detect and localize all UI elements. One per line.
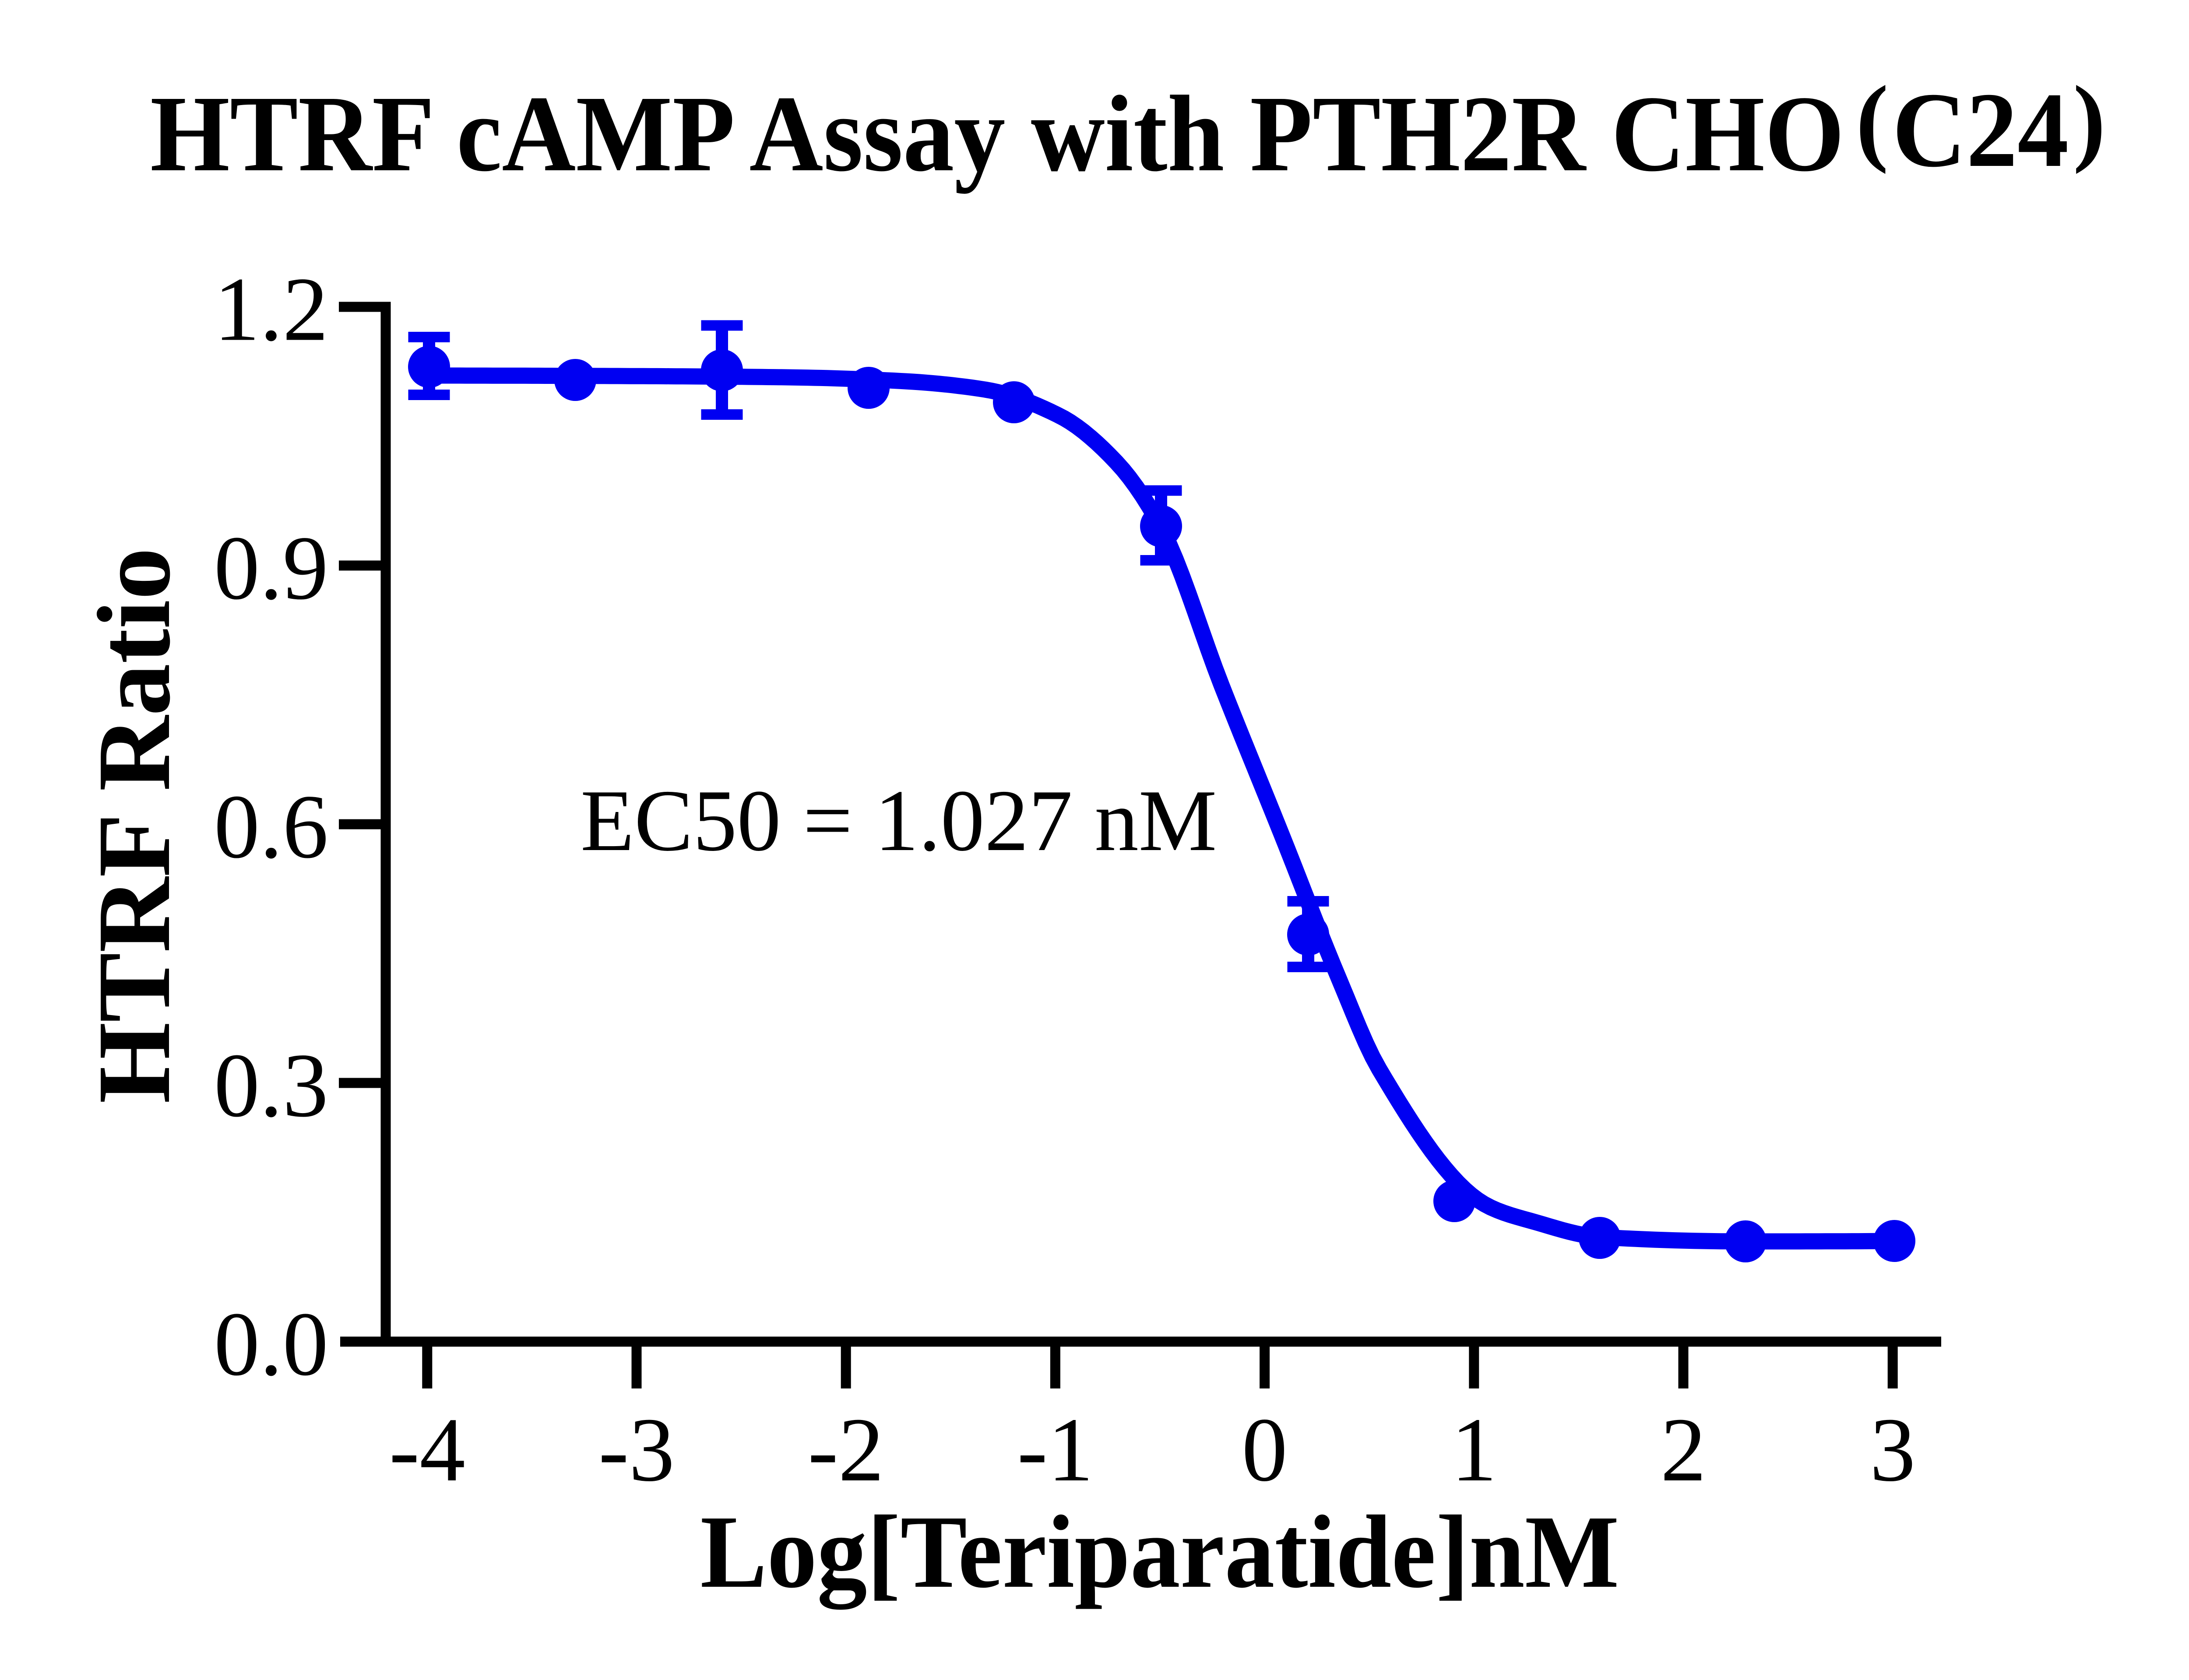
svg-text:-4: -4: [389, 1399, 465, 1501]
svg-text:2: 2: [1661, 1399, 1707, 1501]
svg-text:0.3: 0.3: [214, 1035, 328, 1136]
svg-text:0: 0: [1242, 1399, 1288, 1501]
svg-text:0.6: 0.6: [214, 777, 328, 878]
svg-text:HTRF cAMP Assay with PTH2R CHO: HTRF cAMP Assay with PTH2R CHO: [150, 73, 1844, 194]
svg-text:EC50 = 1.027 nM: EC50 = 1.027 nM: [581, 772, 1217, 869]
svg-text:0.0: 0.0: [214, 1294, 328, 1395]
svg-text:C24: C24: [1892, 70, 2069, 189]
svg-text:-2: -2: [808, 1399, 884, 1501]
svg-text:0.9: 0.9: [214, 518, 328, 619]
svg-text:-3: -3: [598, 1399, 675, 1501]
svg-text:-1: -1: [1017, 1399, 1093, 1501]
svg-text:): ): [2073, 66, 2106, 175]
svg-text:3: 3: [1870, 1399, 1916, 1501]
svg-text:Log[Teriparatide]nM: Log[Teriparatide]nM: [700, 1494, 1619, 1610]
svg-text:1: 1: [1451, 1399, 1497, 1501]
svg-text:(: (: [1856, 66, 1889, 175]
svg-text:HTRF Ratio: HTRF Ratio: [77, 548, 192, 1104]
svg-text:1.2: 1.2: [214, 259, 328, 360]
